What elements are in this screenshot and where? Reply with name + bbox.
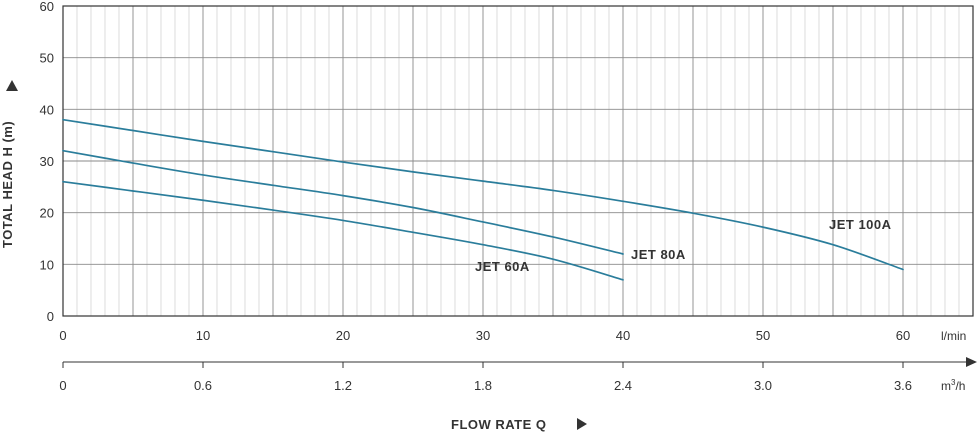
x-tick-label-lmin: 30: [476, 328, 490, 343]
x-unit-m3h-base: m: [941, 379, 951, 393]
secondary-axis-arrow-icon: [966, 357, 977, 367]
series-label-jet60a: JET 60A: [475, 259, 530, 274]
series-line-jet80a: [62, 149, 624, 255]
y-tick-label: 20: [40, 206, 54, 221]
x-tick-label-m3h: 2.4: [614, 378, 632, 393]
y-tick-label: 40: [40, 102, 54, 117]
x-axis-ticks-m3h: 0 0.6 1.2 1.8 2.4 3.0 3.6: [59, 362, 912, 393]
x-tick-label-m3h: 0: [59, 378, 66, 393]
y-axis-arrow-icon: [6, 80, 18, 91]
x-tick-label-lmin: 20: [336, 328, 350, 343]
y-tick-label: 0: [47, 309, 54, 324]
x-axis-ticks-lmin: 0 10 20 30 40 50 60: [59, 328, 910, 343]
x-unit-m3h-sup: 3: [951, 378, 956, 387]
x-tick-label-lmin: 60: [896, 328, 910, 343]
plot-frame: [62, 5, 974, 317]
x-tick-label-m3h: 3.6: [894, 378, 912, 393]
y-axis-title: TOTAL HEAD H (m): [0, 121, 15, 248]
x-unit-m3h: m3/h: [941, 378, 965, 393]
x-axis-title: FLOW RATE Q: [451, 417, 547, 432]
x-unit-m3h-tail: /h: [955, 379, 965, 393]
x-tick-label-lmin: 40: [616, 328, 630, 343]
y-tick-label: 50: [40, 51, 54, 66]
x-tick-label-lmin: 10: [196, 328, 210, 343]
y-axis-ticks: 0 10 20 30 40 50 60: [40, 0, 54, 324]
y-tick-label: 10: [40, 257, 54, 272]
major-grid: [63, 6, 973, 316]
y-tick-label: 60: [40, 0, 54, 14]
y-tick-label: 30: [40, 154, 54, 169]
series-lines: [62, 118, 904, 281]
x-tick-label-lmin: 50: [756, 328, 770, 343]
x-tick-label-m3h: 1.2: [334, 378, 352, 393]
x-unit-lmin: l/min: [941, 329, 966, 343]
series-line-jet60a: [62, 180, 624, 281]
series-line-jet100a: [62, 118, 904, 271]
x-tick-label-m3h: 3.0: [754, 378, 772, 393]
x-axis-arrow-icon: [577, 418, 587, 430]
x-tick-label-lmin: 0: [59, 328, 66, 343]
x-tick-label-m3h: 1.8: [474, 378, 492, 393]
series-label-jet80a: JET 80A: [631, 247, 686, 262]
series-label-jet100a: JET 100A: [829, 217, 892, 232]
x-tick-label-m3h: 0.6: [194, 378, 212, 393]
